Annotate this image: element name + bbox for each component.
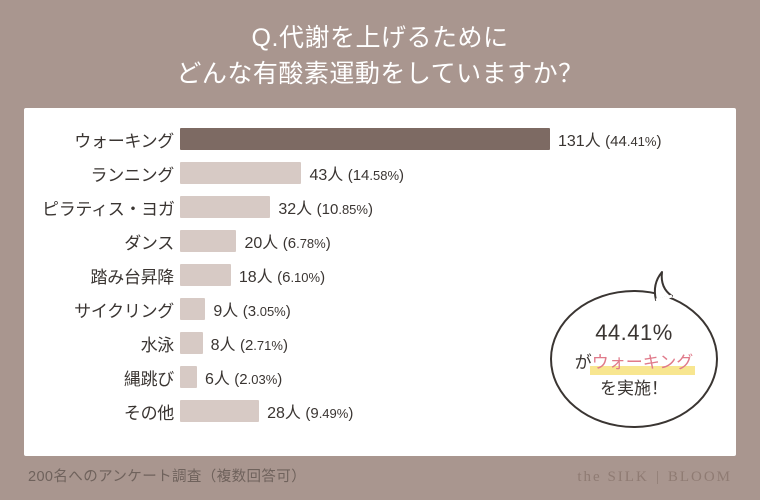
bar <box>180 400 259 422</box>
bar-label: サイクリング <box>42 297 180 322</box>
bar-value: 131人 (44.41%) <box>550 127 661 151</box>
bar-label: ピラティス・ヨガ <box>42 195 180 220</box>
chart-row: ランニング 43人 (14.58%) <box>42 156 718 190</box>
bar-value: 9人 (3.05%) <box>205 297 290 321</box>
brand-logo: the SILK|BLOOM <box>577 469 732 486</box>
bar-label: ダンス <box>42 229 180 254</box>
brand-right: BLOOM <box>668 469 732 485</box>
chart-row: ウォーキング 131人 (44.41%) <box>42 122 718 156</box>
bar-label: 水泳 <box>42 331 180 356</box>
bar <box>180 162 301 184</box>
footnote: 200名へのアンケート調査（複数回答可） <box>28 465 306 486</box>
brand-divider-icon: | <box>649 469 668 485</box>
bar-label: 踏み台昇降 <box>42 263 180 288</box>
bar <box>180 264 231 286</box>
bar <box>180 332 203 354</box>
bar-value: 6人 (2.03%) <box>197 365 282 389</box>
bar-value: 18人 (6.10%) <box>231 263 325 287</box>
chart-row: ピラティス・ヨガ 32人 (10.85%) <box>42 190 718 224</box>
chart-row: 踏み台昇降 18人 (6.10%) <box>42 258 718 292</box>
callout-line3: を実施！ <box>600 376 668 402</box>
brand-left: the SILK <box>577 469 648 485</box>
title-line2: どんな有酸素運動をしていますか？ <box>176 60 583 88</box>
callout-line2: がウォーキング <box>575 350 694 376</box>
bar-zone: 18人 (6.10%) <box>180 258 718 292</box>
bar-label: ウォーキング <box>42 127 180 152</box>
callout-highlight: ウォーキング <box>592 350 694 376</box>
chart-title: Q.代謝を上げるために どんな有酸素運動をしていますか？ <box>0 0 760 109</box>
callout-bubble: 44.41% がウォーキング を実施！ <box>550 290 718 428</box>
bar-label: 縄跳び <box>42 365 180 390</box>
bar <box>180 298 205 320</box>
bar-zone: 32人 (10.85%) <box>180 190 718 224</box>
chart-row: ダンス 20人 (6.78%) <box>42 224 718 258</box>
bar <box>180 196 270 218</box>
bar-label: その他 <box>42 399 180 424</box>
bar-value: 43人 (14.58%) <box>301 161 404 185</box>
bar-value: 20人 (6.78%) <box>236 229 330 253</box>
bar-zone: 20人 (6.78%) <box>180 224 718 258</box>
callout-percent: 44.41% <box>595 316 673 350</box>
title-line1: Q.代謝を上げるために <box>252 24 509 52</box>
bar <box>180 230 236 252</box>
bar-value: 8人 (2.71%) <box>203 331 288 355</box>
bar-label: ランニング <box>42 161 180 186</box>
bar <box>180 128 550 150</box>
bar-value: 28人 (9.49%) <box>259 399 353 423</box>
bar-zone: 43人 (14.58%) <box>180 156 718 190</box>
bar-zone: 131人 (44.41%) <box>180 122 718 156</box>
bar-value: 32人 (10.85%) <box>270 195 373 219</box>
infographic-root: Q.代謝を上げるために どんな有酸素運動をしていますか？ ウォーキング 131人 … <box>0 0 760 500</box>
bar <box>180 366 197 388</box>
